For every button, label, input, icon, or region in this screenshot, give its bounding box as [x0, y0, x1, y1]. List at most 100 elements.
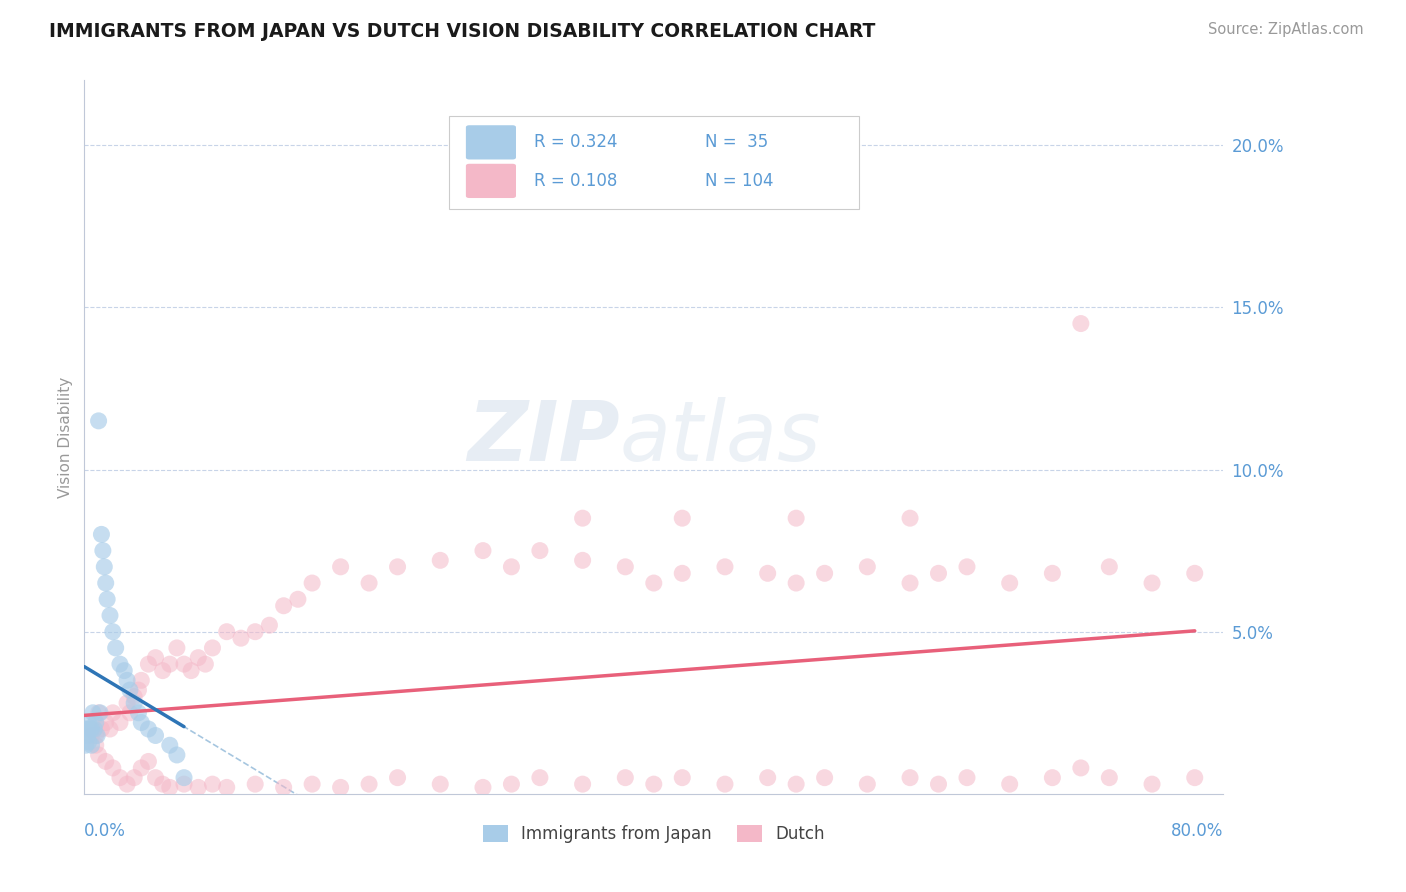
- Point: [159, 657, 181, 672]
- Text: N = 104: N = 104: [704, 172, 773, 190]
- Point: [77, 735, 100, 749]
- Point: [1070, 317, 1092, 331]
- Point: [94, 755, 117, 769]
- Text: R = 0.324: R = 0.324: [534, 134, 617, 152]
- Point: [101, 761, 124, 775]
- Point: [928, 777, 950, 791]
- Legend: Immigrants from Japan, Dutch: Immigrants from Japan, Dutch: [477, 818, 831, 850]
- Point: [643, 777, 665, 791]
- Point: [1098, 559, 1121, 574]
- Point: [84, 729, 107, 743]
- Point: [115, 673, 138, 688]
- Point: [101, 624, 124, 639]
- Point: [76, 722, 98, 736]
- Point: [329, 780, 352, 795]
- Point: [131, 673, 153, 688]
- Point: [91, 543, 114, 558]
- Point: [108, 715, 131, 730]
- Point: [108, 771, 131, 785]
- Point: [359, 576, 381, 591]
- Point: [180, 664, 202, 678]
- Point: [98, 608, 121, 623]
- Point: [429, 777, 451, 791]
- Point: [77, 715, 100, 730]
- Point: [75, 722, 97, 736]
- Point: [101, 706, 124, 720]
- Point: [118, 706, 141, 720]
- Point: [166, 640, 188, 655]
- Point: [122, 696, 145, 710]
- Point: [122, 771, 145, 785]
- Point: [87, 414, 110, 428]
- Text: R = 0.108: R = 0.108: [534, 172, 617, 190]
- Point: [201, 777, 224, 791]
- Point: [529, 543, 551, 558]
- Text: 0.0%: 0.0%: [84, 822, 127, 840]
- Point: [643, 576, 665, 591]
- Point: [127, 683, 149, 698]
- Point: [93, 559, 115, 574]
- Point: [112, 664, 135, 678]
- Point: [714, 777, 737, 791]
- Point: [94, 715, 117, 730]
- Point: [387, 771, 409, 785]
- Point: [122, 690, 145, 704]
- Point: [785, 576, 807, 591]
- Point: [173, 771, 195, 785]
- Point: [138, 755, 160, 769]
- Point: [856, 559, 879, 574]
- Point: [571, 553, 593, 567]
- FancyBboxPatch shape: [465, 125, 516, 160]
- Point: [82, 706, 104, 720]
- Point: [84, 715, 107, 730]
- Point: [115, 777, 138, 791]
- Point: [138, 722, 160, 736]
- Point: [108, 657, 131, 672]
- Point: [259, 618, 281, 632]
- Point: [329, 559, 352, 574]
- Point: [145, 771, 167, 785]
- Text: ZIP: ZIP: [467, 397, 620, 477]
- Point: [756, 566, 779, 581]
- Point: [671, 566, 693, 581]
- Point: [301, 576, 323, 591]
- Point: [187, 780, 209, 795]
- Point: [472, 780, 495, 795]
- Point: [1184, 566, 1206, 581]
- Point: [956, 771, 979, 785]
- Point: [79, 722, 101, 736]
- Point: [856, 777, 879, 791]
- Point: [80, 722, 103, 736]
- Point: [898, 576, 921, 591]
- Point: [145, 729, 167, 743]
- Point: [215, 780, 238, 795]
- Point: [501, 777, 523, 791]
- Point: [75, 738, 97, 752]
- Point: [245, 777, 267, 791]
- Point: [472, 543, 495, 558]
- Point: [83, 722, 105, 736]
- Text: IMMIGRANTS FROM JAPAN VS DUTCH VISION DISABILITY CORRELATION CHART: IMMIGRANTS FROM JAPAN VS DUTCH VISION DI…: [49, 22, 876, 41]
- FancyBboxPatch shape: [465, 164, 516, 198]
- Point: [301, 777, 323, 791]
- Point: [928, 566, 950, 581]
- Point: [80, 722, 103, 736]
- Point: [229, 631, 252, 645]
- Point: [80, 729, 103, 743]
- Point: [127, 706, 149, 720]
- Point: [152, 777, 174, 791]
- Point: [387, 559, 409, 574]
- Point: [1184, 771, 1206, 785]
- Text: 80.0%: 80.0%: [1171, 822, 1223, 840]
- Point: [166, 747, 188, 762]
- Point: [159, 738, 181, 752]
- Point: [571, 511, 593, 525]
- Point: [529, 771, 551, 785]
- Point: [89, 706, 111, 720]
- Point: [173, 777, 195, 791]
- Point: [86, 729, 108, 743]
- FancyBboxPatch shape: [449, 116, 859, 209]
- Point: [998, 777, 1021, 791]
- Point: [194, 657, 217, 672]
- Point: [1042, 771, 1064, 785]
